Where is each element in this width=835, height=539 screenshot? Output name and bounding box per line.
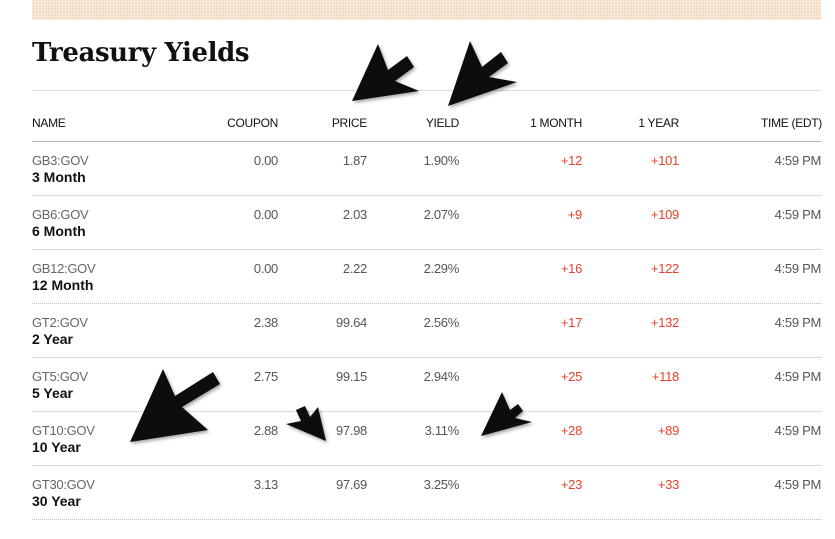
row-divider [32,195,821,196]
time-value: 4:59 PM [774,207,822,222]
price-value: 97.69 [335,477,367,492]
coupon-value: 2.88 [253,423,278,438]
table-row[interactable]: GT30:GOV 30 Year 3.13 97.69 3.25% +23 +3… [32,466,821,520]
one-year-change: +109 [650,207,679,222]
one-year-change: +118 [651,369,679,384]
yield-value: 1.90% [423,153,460,168]
header-divider [32,141,821,142]
row-divider [32,465,821,466]
ticker-symbol[interactable]: GB12:GOV [32,261,96,276]
top-banner-strip [32,0,821,20]
time-value: 4:59 PM [774,369,822,384]
yield-value: 2.07% [423,207,460,222]
coupon-value: 2.75 [253,369,278,384]
ticker-symbol[interactable]: GT10:GOV [32,423,95,438]
row-divider [32,357,821,358]
coupon-value: 0.00 [253,153,278,168]
price-value: 2.22 [342,261,367,276]
one-year-change: +33 [657,477,679,492]
column-header-yield[interactable]: YIELD [425,116,459,130]
one-year-change: +132 [650,315,679,330]
column-header-price[interactable]: PRICE [331,116,367,130]
time-value: 4:59 PM [774,477,822,492]
column-header-name[interactable]: NAME [32,116,66,130]
time-value: 4:59 PM [774,153,822,168]
ticker-symbol[interactable]: GT2:GOV [32,315,88,330]
tenor-label: 5 Year [32,385,74,401]
price-value: 99.15 [335,369,367,384]
coupon-value: 3.13 [253,477,278,492]
table-row[interactable]: GB12:GOV 12 Month 0.00 2.22 2.29% +16 +1… [32,250,821,304]
column-header-time[interactable]: TIME (EDT) [761,116,822,130]
one-month-change: +17 [560,315,582,330]
table-row[interactable]: GT5:GOV 5 Year 2.75 99.15 2.94% +25 +118… [32,358,821,412]
tenor-label: 30 Year [32,493,81,509]
table-row[interactable]: GB3:GOV 3 Month 0.00 1.87 1.90% +12 +101… [32,142,821,196]
ticker-symbol[interactable]: GB6:GOV [32,207,89,222]
price-value: 2.03 [342,207,367,222]
coupon-value: 0.00 [253,261,278,276]
row-divider [32,411,821,412]
yield-value: 2.29% [423,261,460,276]
ticker-symbol[interactable]: GT5:GOV [32,369,88,384]
price-value: 97.98 [335,423,367,438]
tenor-label: 6 Month [32,223,86,239]
coupon-value: 0.00 [253,207,278,222]
row-divider [32,519,821,520]
one-month-change: +23 [560,477,582,492]
table-row[interactable]: GB6:GOV 6 Month 0.00 2.03 2.07% +9 +109 … [32,196,821,250]
arrow-icon [448,41,517,106]
yield-value: 3.11% [424,423,460,438]
one-year-change: +122 [650,261,679,276]
page-title: Treasury Yields [32,38,250,68]
price-value: 99.64 [335,315,367,330]
yield-value: 2.94% [423,369,460,384]
tenor-label: 3 Month [32,169,86,185]
time-value: 4:59 PM [774,315,822,330]
one-month-change: +9 [567,207,583,222]
ticker-symbol[interactable]: GB3:GOV [32,153,89,168]
column-header-1-month[interactable]: 1 MONTH [530,116,582,130]
title-divider [32,90,821,91]
one-month-change: +16 [560,261,582,276]
one-year-change: +101 [650,153,679,168]
row-divider [32,249,821,250]
tenor-label: 12 Month [32,277,94,293]
one-year-change: +89 [657,423,679,438]
column-header-coupon[interactable]: COUPON [227,116,278,130]
column-header-1-year[interactable]: 1 YEAR [638,116,679,130]
arrow-icon [352,44,419,101]
table-row[interactable]: GT2:GOV 2 Year 2.38 99.64 2.56% +17 +132… [32,304,821,358]
one-month-change: +25 [560,369,582,384]
time-value: 4:59 PM [774,261,822,276]
coupon-value: 2.38 [253,315,278,330]
tenor-label: 10 Year [32,439,81,455]
one-month-change: +28 [560,423,582,438]
tenor-label: 2 Year [32,331,74,347]
yield-value: 2.56% [423,315,460,330]
ticker-symbol[interactable]: GT30:GOV [32,477,95,492]
time-value: 4:59 PM [774,423,822,438]
row-divider [32,303,821,304]
one-month-change: +12 [560,153,582,168]
table-row[interactable]: GT10:GOV 10 Year 2.88 97.98 3.11% +28 +8… [32,412,821,466]
price-value: 1.87 [342,153,367,168]
yield-value: 3.25% [423,477,460,492]
